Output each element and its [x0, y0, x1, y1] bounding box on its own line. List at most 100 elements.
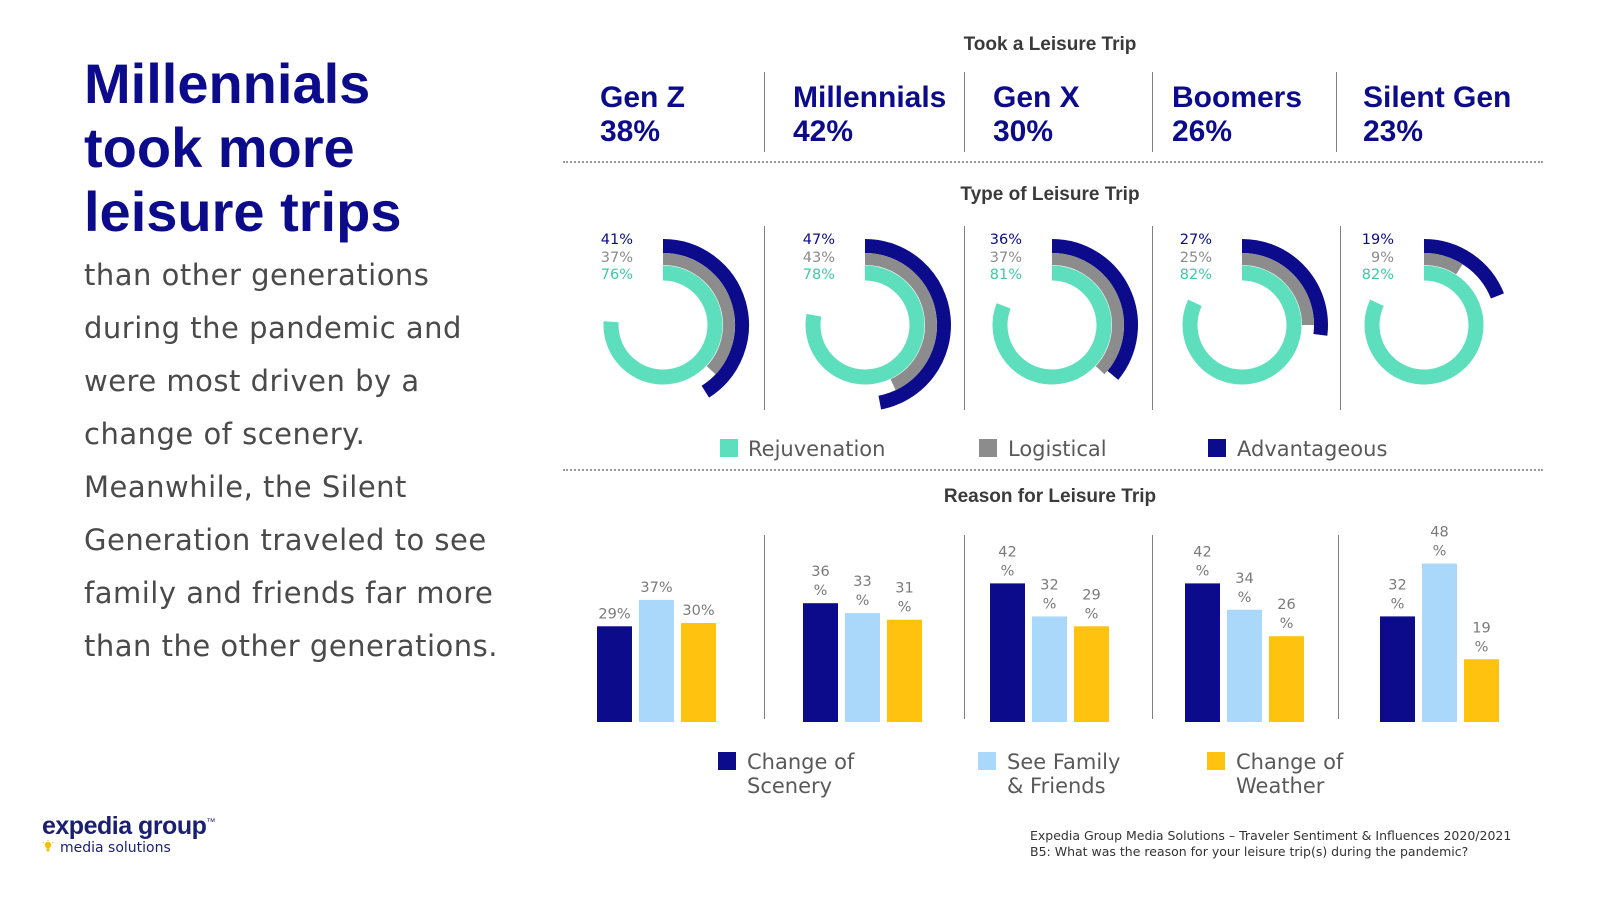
- gen-header-genz: Gen Z 38%: [600, 81, 685, 149]
- divider: [1152, 72, 1153, 152]
- logo-subtitle: media solutions: [60, 840, 171, 856]
- radial-label-gen-z-logistical: 37%: [601, 250, 633, 266]
- bar-label-silent-gen-see-family-friends: 48%: [1430, 525, 1448, 560]
- radial-label-gen-x-advantageous: 36%: [990, 232, 1022, 248]
- radial-arc-millennials-rejuvenation: [805, 265, 925, 385]
- lightbulb-icon: [42, 840, 54, 858]
- dotted-separator: [563, 161, 1543, 163]
- bar-label-gen-x-see-family-friends: 32%: [1040, 577, 1058, 612]
- gen-name: Boomers: [1172, 81, 1303, 114]
- radial-label-boomers-logistical: 25%: [1180, 250, 1212, 266]
- legend-swatch-change-of-scenery: [718, 752, 736, 770]
- divider: [1152, 535, 1153, 719]
- bar-label-gen-x-change-of-scenery: 42%: [998, 544, 1016, 579]
- legend-label-change-of-scenery: Change of Scenery: [747, 750, 855, 798]
- footer-source: Expedia Group Media Solutions – Traveler…: [1030, 828, 1512, 843]
- radial-label-silent-gen-logistical: 9%: [1371, 250, 1394, 266]
- legend-label-rejuvenation: Rejuvenation: [748, 437, 886, 461]
- footer-note: Expedia Group Media Solutions – Traveler…: [1030, 828, 1511, 860]
- divider: [1152, 226, 1153, 410]
- bar-gen-x-change-of-scenery: [990, 583, 1025, 722]
- radial-label-gen-z-advantageous: 41%: [601, 232, 633, 248]
- gen-took-pct: 23%: [1363, 115, 1424, 148]
- bar-label-boomers-see-family-friends: 34%: [1235, 571, 1253, 606]
- radial-label-millennials-rejuvenation: 78%: [803, 267, 835, 283]
- bar-label-millennials-see-family-friends: 33%: [853, 574, 871, 609]
- radial-label-gen-z-rejuvenation: 76%: [601, 267, 633, 283]
- divider: [964, 72, 965, 152]
- gen-took-pct: 42%: [793, 115, 854, 148]
- radial-arc-gen-z-advantageous: [662, 239, 749, 398]
- radial-label-millennials-advantageous: 47%: [803, 232, 835, 248]
- legend-swatch-see-family-friends: [978, 752, 996, 770]
- divider: [1340, 226, 1341, 410]
- divider: [1336, 72, 1337, 152]
- radial-label-gen-x-rejuvenation: 81%: [990, 267, 1022, 283]
- bar-label-boomers-change-of-scenery: 42%: [1193, 544, 1211, 579]
- radial-arc-gen-x-logistical: [1051, 253, 1124, 375]
- radial-label-boomers-advantageous: 27%: [1180, 232, 1212, 248]
- gen-name: Millennials: [793, 81, 947, 114]
- bar-millennials-change-of-scenery: [803, 603, 838, 722]
- legend-swatch-rejuvenation: [720, 439, 738, 457]
- radial-arc-gen-x-advantageous: [1051, 239, 1138, 380]
- bar-label-millennials-change-of-scenery: 36%: [811, 564, 829, 599]
- gen-took-pct: 38%: [600, 115, 661, 148]
- bar-boomers-change-of-scenery: [1185, 583, 1220, 722]
- divider: [1338, 535, 1339, 719]
- bar-silent-gen-change-of-scenery: [1380, 616, 1415, 722]
- legend-label-logistical: Logistical: [1008, 437, 1107, 461]
- radial-label-millennials-logistical: 43%: [803, 250, 835, 266]
- bar-silent-gen-change-of-weather: [1464, 659, 1499, 722]
- radial-arc-boomers-advantageous: [1241, 239, 1328, 336]
- radial-label-boomers-rejuvenation: 82%: [1180, 267, 1212, 283]
- footer-question: B5: What was the reason for your leisure…: [1030, 844, 1469, 859]
- gen-header-silent: Silent Gen 23%: [1363, 81, 1511, 149]
- divider: [764, 72, 765, 152]
- bar-millennials-see-family-friends: [845, 613, 880, 722]
- radial-arc-gen-x-rejuvenation: [992, 265, 1112, 385]
- radial-arc-silent-gen-advantageous: [1423, 239, 1504, 299]
- dotted-separator: [563, 469, 1543, 471]
- logo-tm: ™: [206, 816, 215, 827]
- radial-arc-gen-z-logistical: [662, 253, 735, 375]
- bar-label-gen-x-change-of-weather: 29%: [1082, 587, 1100, 622]
- gen-header-millennials: Millennials 42%: [793, 81, 946, 149]
- radial-label-gen-x-logistical: 37%: [990, 250, 1022, 266]
- bar-label-gen-z-see-family-friends: 37%: [640, 580, 672, 596]
- trip-type-radial-chart: 41%37%76%47%43%78%36%37%81%27%25%82%19%9…: [601, 232, 1504, 410]
- divider: [964, 226, 965, 410]
- bar-boomers-change-of-weather: [1269, 636, 1304, 722]
- trip-reason-title: Reason for Leisure Trip: [943, 486, 1157, 507]
- trip-reason-bar-chart: 29% 37% 30% 36 % 33 % 31 % 42 % 32 % 29 % 42% 34% 26 % 32 % 4…: [597, 525, 1499, 722]
- bar-gen-z-change-of-weather: [681, 623, 716, 722]
- legend-swatch-advantageous: [1208, 439, 1226, 457]
- legend-swatch-change-of-weather: [1207, 752, 1225, 770]
- radial-label-silent-gen-rejuvenation: 82%: [1362, 267, 1394, 283]
- bar-label-silent-gen-change-of-weather: 19%: [1472, 620, 1490, 655]
- body-text: than other generations during the pandem…: [84, 258, 498, 663]
- divider: [964, 535, 965, 719]
- legend-label-change-of-weather: Change of Weather: [1236, 750, 1344, 798]
- legend-swatch-logistical: [979, 439, 997, 457]
- divider: [764, 535, 765, 719]
- gen-took-pct: 30%: [993, 115, 1054, 148]
- bar-gen-x-change-of-weather: [1074, 626, 1109, 722]
- bar-gen-x-see-family-friends: [1032, 616, 1067, 722]
- bar-silent-gen-see-family-friends: [1422, 563, 1457, 722]
- bar-gen-z-see-family-friends: [639, 599, 674, 722]
- bar-label-millennials-change-of-weather: 31%: [895, 581, 913, 616]
- logo-name: expedia group: [42, 812, 207, 840]
- took-trip-title: Took a Leisure Trip: [963, 34, 1137, 55]
- gen-header-genx: Gen X 30%: [993, 81, 1080, 149]
- bar-gen-z-change-of-scenery: [597, 626, 632, 722]
- legend-label-see-family-friends: See Family & Friends: [1007, 750, 1121, 798]
- radial-label-silent-gen-advantageous: 19%: [1362, 232, 1394, 248]
- radial-arc-millennials-advantageous: [864, 239, 951, 410]
- bar-label-silent-gen-change-of-scenery: 32%: [1388, 577, 1406, 612]
- radial-arc-gen-z-rejuvenation: [603, 265, 723, 385]
- headline: Millennials took more leisure trips: [84, 52, 402, 243]
- divider: [764, 226, 765, 410]
- radial-arc-millennials-logistical: [864, 253, 937, 391]
- bar-millennials-change-of-weather: [887, 619, 922, 722]
